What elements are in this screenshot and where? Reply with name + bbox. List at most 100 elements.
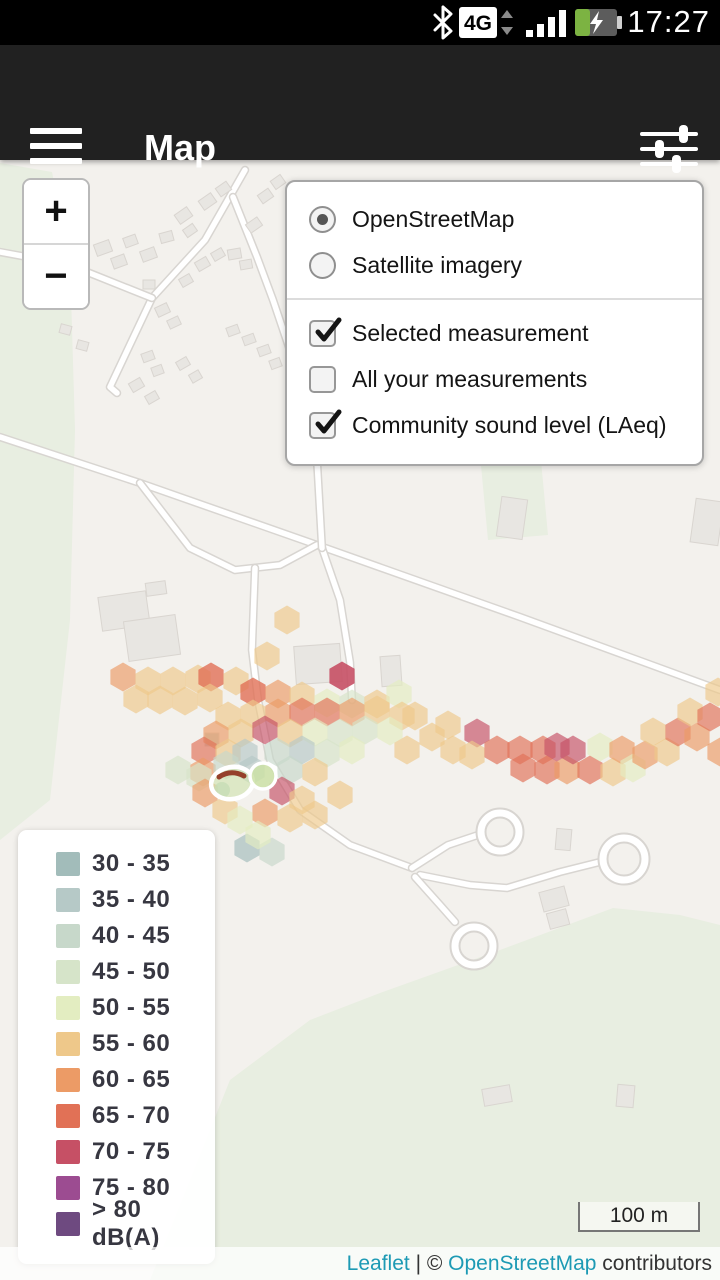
roundabout-1 (599, 834, 649, 884)
checkbox[interactable] (309, 365, 336, 393)
building-7 (197, 191, 218, 212)
sound-hex-78 (587, 732, 613, 762)
sound-hex-40 (289, 735, 315, 765)
base-layer-option-0[interactable]: OpenStreetMap (287, 196, 702, 242)
building-28 (256, 343, 272, 358)
legend-label: 50 - 55 (92, 994, 171, 1021)
layer-label: All your measurements (352, 365, 588, 392)
filter-sliders-icon[interactable] (640, 125, 698, 173)
svg-text:4G: 4G (464, 12, 492, 35)
clock: 17:27 (627, 4, 710, 39)
sound-hex-71 (510, 753, 536, 783)
sound-hex-19 (386, 679, 412, 709)
building-22 (140, 349, 156, 364)
legend-item-10: > 80 dB(A) (18, 1196, 215, 1251)
sound-hex-84 (654, 737, 680, 767)
radio-button[interactable] (309, 251, 336, 279)
building-21 (75, 339, 90, 352)
sound-hex-83 (640, 717, 666, 747)
sound-hex-79 (600, 757, 626, 787)
building-23 (150, 363, 165, 378)
building-43 (481, 1084, 513, 1107)
base-layer-option-1[interactable]: Satellite imagery (287, 242, 702, 288)
layer-label: Community sound level (LAeq) (352, 411, 667, 438)
sound-hex-6 (198, 662, 224, 692)
sound-hex-35 (377, 716, 403, 746)
sound-hex-1 (254, 641, 280, 671)
checkbox[interactable] (309, 317, 342, 347)
checkbox[interactable] (309, 409, 342, 439)
overlay-option-1[interactable]: All your measurements (287, 356, 702, 402)
sound-hex-36 (191, 736, 217, 766)
legend-swatch (56, 1104, 80, 1128)
scale-bar: 100 m (578, 1202, 700, 1232)
sound-hex-48 (302, 757, 328, 787)
zoom-out-button[interactable]: − (24, 245, 88, 308)
sound-hex-41 (314, 738, 340, 768)
building-3 (138, 246, 159, 263)
leaflet-link[interactable]: Leaflet (346, 1251, 410, 1275)
building-38 (495, 495, 529, 541)
legend-label: 75 - 80 (92, 1174, 171, 1201)
sound-hex-66 (440, 735, 466, 765)
sound-hex-47 (277, 755, 303, 785)
legend-item-7: 65 - 70 (18, 1098, 215, 1134)
building-42 (545, 908, 571, 930)
legend-label: 45 - 50 (92, 958, 171, 985)
sound-hex-9 (123, 684, 149, 714)
building-29 (268, 356, 283, 371)
selected-measurement-point[interactable] (248, 761, 278, 791)
page-title: Map (144, 127, 216, 168)
building-4 (158, 229, 175, 245)
legend-label: > 80 dB(A) (92, 1196, 160, 1251)
building-10 (256, 187, 275, 205)
map-canvas[interactable]: + − OpenStreetMap Satellite imagery Selec… (0, 160, 720, 1280)
overlay-option-0[interactable]: Selected measurement (287, 310, 702, 356)
sound-hex-63 (394, 735, 420, 765)
building-5 (173, 205, 194, 226)
sound-hex-86 (677, 697, 703, 727)
sound-hex-89 (705, 677, 720, 707)
overlay-option-2[interactable]: Community sound level (LAeq) (287, 402, 702, 448)
legend-label: 60 - 65 (92, 1066, 171, 1093)
app-bar: Map (0, 45, 720, 173)
building-6 (181, 222, 199, 239)
legend-label: 65 - 70 (92, 1102, 171, 1129)
sound-hex-2 (110, 662, 136, 692)
zoom-in-button[interactable]: + (24, 180, 88, 243)
layers-panel: OpenStreetMap Satellite imagery Selected … (285, 180, 704, 466)
sound-hex-73 (534, 755, 560, 785)
sound-hex-25 (339, 697, 365, 727)
building-27 (241, 332, 257, 347)
zoom-divider (24, 243, 88, 245)
sound-hex-39 (264, 737, 290, 767)
legend-item-5: 55 - 60 (18, 1026, 215, 1062)
building-31 (143, 389, 161, 406)
attribution-separator: | © (409, 1251, 449, 1275)
legend-label: 35 - 40 (92, 886, 171, 913)
building-25 (187, 369, 204, 384)
map-green-area-2 (150, 908, 720, 1280)
legend-item-0: 30 - 35 (18, 846, 215, 882)
sound-hex-43 (165, 755, 191, 785)
sound-hex-51 (269, 776, 295, 806)
building-11 (269, 173, 287, 191)
building-19 (238, 258, 254, 271)
building-13 (153, 302, 172, 318)
sound-hex-11 (172, 686, 198, 716)
radio-button[interactable] (309, 205, 336, 233)
sound-hex-69 (484, 735, 510, 765)
sound-hex-88 (697, 702, 720, 732)
4g-badge-icon: 4G (459, 7, 513, 38)
legend-swatch (56, 852, 80, 876)
road-1 (137, 480, 320, 573)
osm-link[interactable]: OpenStreetMap (448, 1251, 597, 1275)
building-18 (226, 247, 243, 261)
menu-icon[interactable] (30, 128, 82, 168)
scale-label: 100 m (609, 1204, 669, 1227)
legend-swatch (56, 960, 80, 984)
sound-hex-67 (464, 718, 490, 748)
sound-hex-30 (252, 715, 278, 745)
sound-hex-8 (329, 661, 355, 691)
legend-label: 70 - 75 (92, 1138, 171, 1165)
